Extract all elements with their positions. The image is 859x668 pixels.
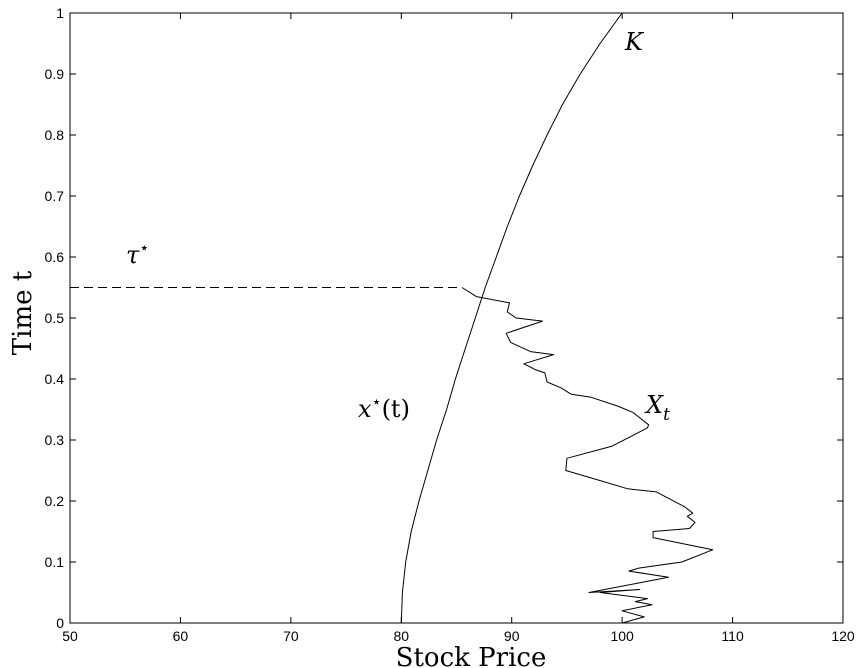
x-star-superscript: ⋆ [372,392,382,411]
y-tick-label: 0.7 [45,188,65,204]
tau-star-superscript: ⋆ [139,238,149,257]
x-tick-label: 100 [610,628,634,644]
x-tick-label: 80 [393,628,409,644]
annotation-x-t: Xt [644,391,670,425]
y-tick-label: 0 [56,615,64,631]
x-t-base: X [644,391,664,419]
y-tick-label: 0.9 [45,66,65,82]
plot-frame [69,12,844,624]
y-tick-label: 0.3 [45,432,65,448]
x-tick-label: 120 [831,628,855,644]
y-tick-label: 0.5 [45,310,65,326]
x-tick-label: 110 [721,628,744,644]
y-tick-label: 0.1 [45,554,65,570]
stock-price-path-line [461,287,714,624]
x-tick-label: 60 [173,628,189,644]
x-axis-title: Stock Price [396,643,547,668]
x-axis-ticks: 50 60 70 80 90 100 110 120 [62,13,855,644]
tau-symbol: τ [126,241,140,269]
y-tick-label: 1 [56,5,64,21]
x-t-subscript: t [663,405,670,425]
y-axis-title: Time t [8,270,38,355]
annotation-x-star: x⋆(t) [358,392,410,423]
y-tick-label: 0.8 [45,127,65,143]
series-layer [400,12,714,624]
x-star-args: (t) [382,395,410,423]
y-tick-label: 0.2 [45,493,65,509]
y-tick-label: 0.4 [45,371,65,387]
x-tick-label: 50 [62,628,78,644]
y-axis-ticks: 0 0.1 0.2 0.3 0.4 0.5 0.6 0.7 0.8 0.9 1 [45,5,843,631]
exercise-boundary-line [400,12,623,624]
annotation-tau-star: τ⋆ [126,238,149,269]
annotation-k: K [624,28,645,56]
x-star-base: x [358,395,372,423]
x-tick-label: 70 [283,628,299,644]
y-tick-label: 0.6 [45,249,65,265]
x-tick-label: 90 [504,628,520,644]
